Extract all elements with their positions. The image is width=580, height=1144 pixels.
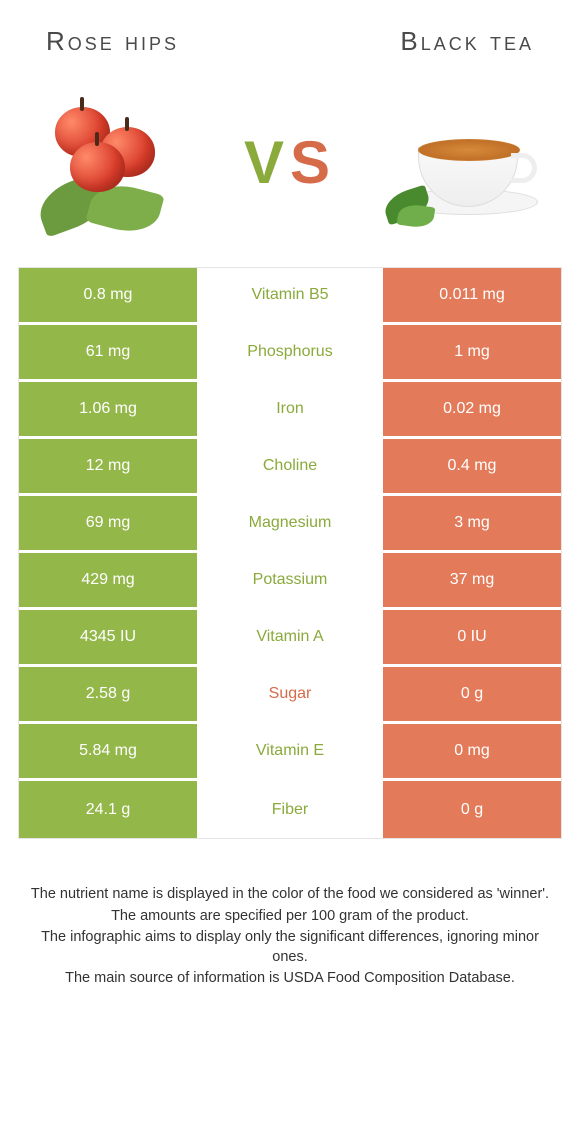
left-value: 1.06 mg bbox=[19, 382, 197, 436]
table-row: 5.84 mgVitamin E0 mg bbox=[19, 724, 561, 781]
table-row: 12 mgCholine0.4 mg bbox=[19, 439, 561, 496]
left-value: 5.84 mg bbox=[19, 724, 197, 778]
right-value: 3 mg bbox=[383, 496, 561, 550]
nutrient-label: Sugar bbox=[197, 667, 383, 721]
footer-line: The amounts are specified per 100 gram o… bbox=[30, 907, 550, 927]
table-row: 69 mgMagnesium3 mg bbox=[19, 496, 561, 553]
left-value: 61 mg bbox=[19, 325, 197, 379]
right-value: 0 g bbox=[383, 667, 561, 721]
left-value: 69 mg bbox=[19, 496, 197, 550]
rose-hips-image bbox=[30, 87, 200, 237]
table-row: 61 mgPhosphorus1 mg bbox=[19, 325, 561, 382]
right-value: 37 mg bbox=[383, 553, 561, 607]
right-value: 1 mg bbox=[383, 325, 561, 379]
nutrient-label: Phosphorus bbox=[197, 325, 383, 379]
right-value: 0 IU bbox=[383, 610, 561, 664]
footer-line: The infographic aims to display only the… bbox=[30, 928, 550, 967]
table-row: 429 mgPotassium37 mg bbox=[19, 553, 561, 610]
left-value: 4345 IU bbox=[19, 610, 197, 664]
nutrient-label: Choline bbox=[197, 439, 383, 493]
header: Rose hips Black tea bbox=[0, 0, 580, 67]
nutrient-label: Magnesium bbox=[197, 496, 383, 550]
table-row: 0.8 mgVitamin B50.011 mg bbox=[19, 268, 561, 325]
vs-label: VS bbox=[244, 128, 336, 197]
left-value: 2.58 g bbox=[19, 667, 197, 721]
nutrient-label: Fiber bbox=[197, 781, 383, 838]
left-value: 429 mg bbox=[19, 553, 197, 607]
nutrient-label: Potassium bbox=[197, 553, 383, 607]
nutrient-label: Vitamin A bbox=[197, 610, 383, 664]
nutrient-label: Vitamin B5 bbox=[197, 268, 383, 322]
black-tea-image bbox=[380, 87, 550, 237]
right-value: 0.011 mg bbox=[383, 268, 561, 322]
footer-notes: The nutrient name is displayed in the co… bbox=[0, 839, 580, 989]
nutrient-label: Iron bbox=[197, 382, 383, 436]
vs-s-letter: S bbox=[290, 129, 336, 196]
right-value: 0 mg bbox=[383, 724, 561, 778]
comparison-table: 0.8 mgVitamin B50.011 mg61 mgPhosphorus1… bbox=[18, 267, 562, 839]
table-row: 1.06 mgIron0.02 mg bbox=[19, 382, 561, 439]
table-row: 4345 IUVitamin A0 IU bbox=[19, 610, 561, 667]
footer-line: The main source of information is USDA F… bbox=[30, 969, 550, 989]
right-food-title: Black tea bbox=[400, 26, 534, 57]
footer-line: The nutrient name is displayed in the co… bbox=[30, 885, 550, 905]
left-value: 0.8 mg bbox=[19, 268, 197, 322]
right-value: 0.02 mg bbox=[383, 382, 561, 436]
nutrient-label: Vitamin E bbox=[197, 724, 383, 778]
table-row: 24.1 gFiber0 g bbox=[19, 781, 561, 838]
right-value: 0.4 mg bbox=[383, 439, 561, 493]
vs-row: VS bbox=[0, 67, 580, 267]
left-food-title: Rose hips bbox=[46, 26, 179, 57]
left-value: 24.1 g bbox=[19, 781, 197, 838]
right-value: 0 g bbox=[383, 781, 561, 838]
vs-v-letter: V bbox=[244, 129, 290, 196]
left-value: 12 mg bbox=[19, 439, 197, 493]
table-row: 2.58 gSugar0 g bbox=[19, 667, 561, 724]
